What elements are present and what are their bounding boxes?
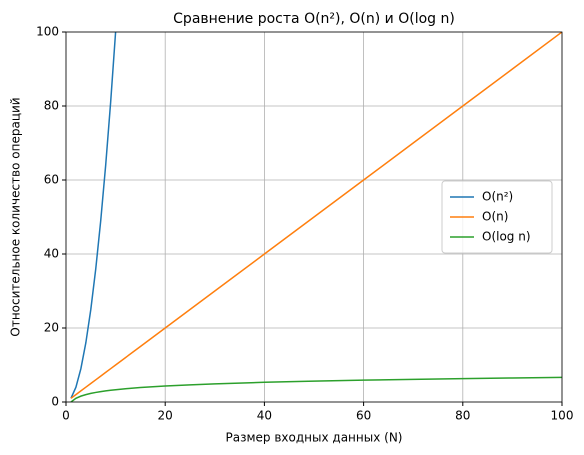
y-tick-label: 40 — [44, 247, 59, 261]
legend-label: O(n²) — [482, 190, 513, 204]
x-tick-label: 0 — [62, 409, 70, 423]
y-tick-label: 100 — [36, 25, 59, 39]
legend-label: O(n) — [482, 210, 508, 224]
series-line — [70, 32, 562, 399]
legend-label: O(log n) — [482, 230, 531, 244]
y-tick-label: 0 — [51, 395, 59, 409]
y-axis-label: Относительное количество операций — [9, 97, 23, 336]
y-tick-label: 60 — [44, 173, 59, 187]
x-tick-label: 40 — [257, 409, 272, 423]
x-tick-label: 80 — [455, 409, 470, 423]
series-line — [70, 376, 562, 402]
series-line — [70, 32, 117, 399]
x-tick-label: 60 — [356, 409, 371, 423]
x-tick-label: 100 — [551, 409, 574, 423]
plot-frame — [65, 31, 563, 403]
y-tick-label: 20 — [44, 321, 59, 335]
y-tick-label: 80 — [44, 99, 59, 113]
x-axis-label: Размер входных данных (N) — [226, 431, 403, 445]
chart-title: Сравнение роста O(n²), O(n) и O(log n) — [173, 11, 455, 27]
grid — [65, 31, 563, 403]
legend-box — [441, 180, 553, 254]
lines — [70, 32, 562, 402]
x-tick-label: 20 — [158, 409, 173, 423]
legend: O(n²) O(n) O(log n) — [441, 180, 553, 254]
